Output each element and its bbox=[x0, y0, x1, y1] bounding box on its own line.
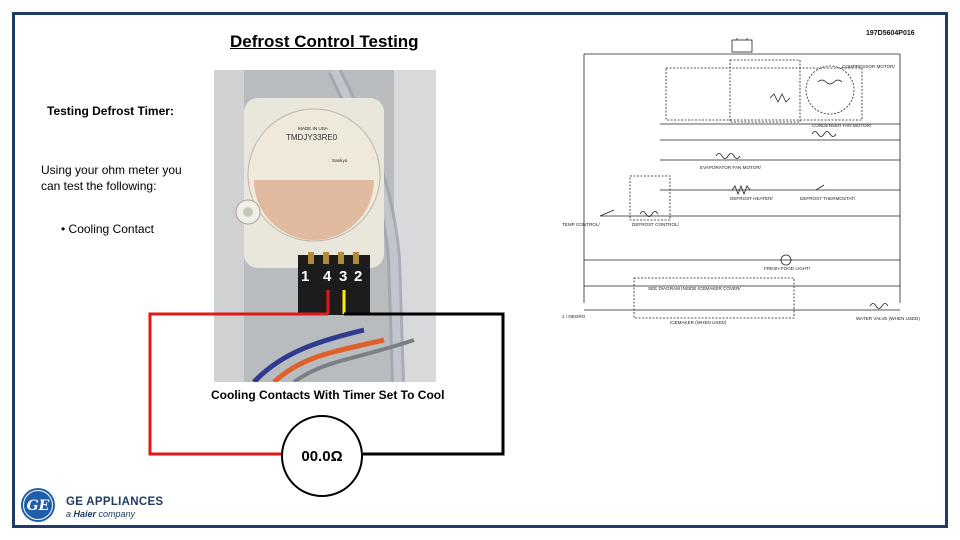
ge-logo-icon: GE bbox=[21, 488, 55, 522]
timer-label-made: MADE IN USA bbox=[298, 126, 329, 131]
terminal-3: 3 bbox=[339, 268, 348, 285]
timer-label-model: TMDJY33RE0 bbox=[286, 133, 338, 142]
timer-illustration: MADE IN USA TMDJY33RE0 Sankyo bbox=[214, 70, 436, 382]
brand-tagline: a Haier company bbox=[66, 509, 136, 519]
label-defrost-thermostat: DEFROST THERMOSTAT/ bbox=[800, 196, 856, 201]
timer-label-brand: Sankyo bbox=[332, 158, 348, 163]
wiring-schematic: CONDENSER FAN MOTOR/ EVAPORATOR FAN MOTO… bbox=[562, 38, 920, 325]
brand-name: GE APPLIANCES bbox=[66, 496, 164, 508]
ohm-meter-reading: 00.0Ω bbox=[281, 415, 363, 497]
terminal-2: 2 bbox=[354, 268, 363, 285]
bullet-cooling-contact: • Cooling Contact bbox=[61, 222, 154, 236]
label-negro: 1 / NEGRO bbox=[562, 314, 586, 319]
label-see-diagram: SEE DIAGRAM INSIDE ICEMAKER COVER/ bbox=[648, 286, 741, 291]
label-water-valve: WATER VALVE (WHEN USED)/ bbox=[856, 316, 920, 321]
svg-text:GE: GE bbox=[27, 498, 50, 514]
slide-title: Defrost Control Testing bbox=[230, 32, 419, 51]
black-lead bbox=[344, 312, 505, 456]
label-temp-control: TEMP CONTROL/ bbox=[562, 222, 600, 227]
section-subtitle: Testing Defrost Timer: bbox=[47, 104, 174, 118]
photo-caption: Cooling Contacts With Timer Set To Cool bbox=[211, 388, 445, 402]
document-number: 197D5604P016 bbox=[866, 30, 915, 37]
label-defrost-heater: DEFROST HEATER/ bbox=[730, 196, 773, 201]
label-evap-fan: EVAPORATOR FAN MOTOR/ bbox=[700, 165, 762, 170]
label-icemaker: ICEMAKER (WHEN USED) bbox=[670, 320, 727, 325]
label-condenser-fan: CONDENSER FAN MOTOR/ bbox=[812, 123, 872, 128]
red-lead bbox=[148, 312, 328, 456]
terminal-1: 1 bbox=[301, 268, 310, 285]
slide-frame bbox=[12, 12, 948, 528]
timer-photo: MADE IN USA TMDJY33RE0 Sankyo bbox=[214, 70, 436, 382]
label-compressor-motor: COMPRESSOR MOTOR/ bbox=[842, 64, 895, 69]
body-text: Using your ohm meter you can test the fo… bbox=[41, 163, 182, 193]
label-fresh-food-light: FRESH FOOD LIGHT/ bbox=[764, 266, 811, 271]
label-defrost-control: DEFROST CONTROL/ bbox=[632, 222, 680, 227]
terminal-4: 4 bbox=[323, 268, 332, 285]
meter-value: 00.0Ω bbox=[301, 447, 343, 465]
